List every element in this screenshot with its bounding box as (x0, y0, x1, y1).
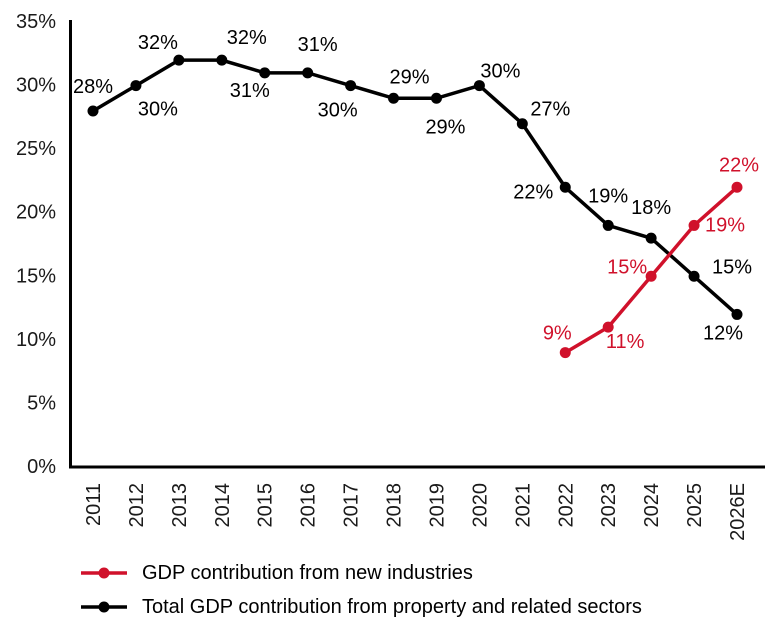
legend-label-new-industries: GDP contribution from new industries (142, 561, 473, 584)
data-point-property-sectors (645, 232, 657, 244)
data-label-property-sectors: 30% (480, 61, 520, 83)
data-label-property-sectors: 15% (712, 256, 752, 278)
line-chart: 0% 5% 10% 15% 20% 25% 30% 35% 2011 2012 2013 2014 20… (16, 11, 765, 541)
data-label-property-sectors: 29% (390, 66, 430, 88)
data-point-property-sectors (345, 80, 357, 92)
data-point-new-industries (645, 270, 657, 282)
data-point-property-sectors (602, 219, 614, 231)
x-axis-tick-label: 2025 (684, 483, 706, 528)
data-label-property-sectors: 30% (138, 99, 178, 121)
data-point-property-sectors (430, 92, 442, 104)
data-point-property-sectors (216, 54, 228, 66)
legend-dot-red (98, 567, 110, 579)
y-axis-tick-label: 15% (16, 265, 56, 287)
data-label-property-sectors: 22% (513, 181, 553, 203)
x-axis-tick-label: 2013 (169, 483, 191, 528)
chart-legend: GDP contribution from new industries Tot… (81, 561, 642, 629)
x-axis-tick-label: 2021 (512, 483, 534, 528)
data-label-property-sectors: 27% (530, 99, 570, 121)
data-point-property-sectors (473, 80, 485, 92)
x-axis-tick-label: 2016 (298, 483, 320, 528)
legend-dot-black (98, 601, 110, 613)
series-line-property-sectors (92, 58, 739, 316)
data-label-new-industries: 11% (606, 331, 645, 353)
legend-item-new-industries: GDP contribution from new industries (81, 561, 642, 585)
data-label-property-sectors: 32% (227, 27, 267, 49)
data-point-property-sectors (516, 118, 528, 130)
data-label-property-sectors: 29% (425, 116, 465, 138)
x-axis-tick-label: 2011 (83, 483, 105, 526)
data-label-new-industries: 9% (543, 323, 572, 345)
data-point-property-sectors (173, 54, 185, 66)
data-point-new-industries (688, 219, 700, 231)
data-point-new-industries (602, 321, 614, 333)
legend-line-dot-marker-black (81, 601, 127, 613)
data-point-new-industries (731, 181, 743, 193)
x-axis-tick-label: 2014 (212, 483, 234, 528)
data-point-property-sectors (130, 80, 142, 92)
data-point-new-industries (559, 347, 571, 359)
y-axis-tick-label: 0% (27, 456, 56, 478)
data-label-property-sectors: 19% (588, 185, 628, 207)
y-axis-tick-label: 25% (16, 138, 56, 160)
x-axis-tick-label: 2018 (384, 483, 406, 528)
legend-line-dot-marker-red (81, 567, 127, 579)
y-axis-tick-label: 10% (16, 329, 56, 351)
x-axis-tick-label: 2022 (555, 483, 577, 528)
data-point-property-sectors (259, 67, 271, 79)
y-axis-tick-label: 20% (16, 202, 56, 224)
x-axis-tick-label: 2017 (341, 483, 363, 528)
data-point-property-sectors (731, 308, 743, 320)
data-label-property-sectors: 18% (631, 197, 671, 219)
y-axis-tick-label: 30% (16, 75, 56, 97)
x-axis-tick-label: 2012 (126, 483, 148, 528)
x-axis-tick-label: 2020 (469, 483, 491, 527)
data-label-property-sectors: 32% (138, 32, 178, 54)
x-axis-tick-label: 2024 (641, 483, 663, 528)
data-point-property-sectors (559, 181, 571, 193)
data-label-new-industries: 19% (705, 214, 745, 236)
x-axis-tick-label: 2015 (255, 483, 277, 528)
y-axis-tick-label: 5% (27, 392, 56, 414)
data-point-property-sectors (688, 270, 700, 282)
data-point-property-sectors (302, 67, 314, 79)
x-axis-tick-label: 2019 (426, 483, 448, 528)
x-axis-tick-label: 2026E (727, 483, 749, 541)
y-axis-tick-label: 35% (16, 11, 56, 33)
legend-item-property-sectors: Total GDP contribution from property and… (81, 595, 642, 619)
data-label-property-sectors: 28% (73, 76, 113, 98)
data-point-property-sectors (388, 92, 400, 104)
data-point-property-sectors (87, 105, 99, 117)
data-label-property-sectors: 12% (703, 322, 743, 344)
data-label-new-industries: 22% (719, 154, 759, 176)
data-label-property-sectors: 30% (318, 100, 358, 122)
legend-label-property-sectors: Total GDP contribution from property and… (142, 595, 642, 618)
x-axis-tick-label: 2023 (598, 483, 620, 528)
data-label-property-sectors: 31% (298, 34, 338, 56)
data-label-property-sectors: 31% (230, 80, 270, 102)
data-label-new-industries: 15% (607, 256, 647, 278)
